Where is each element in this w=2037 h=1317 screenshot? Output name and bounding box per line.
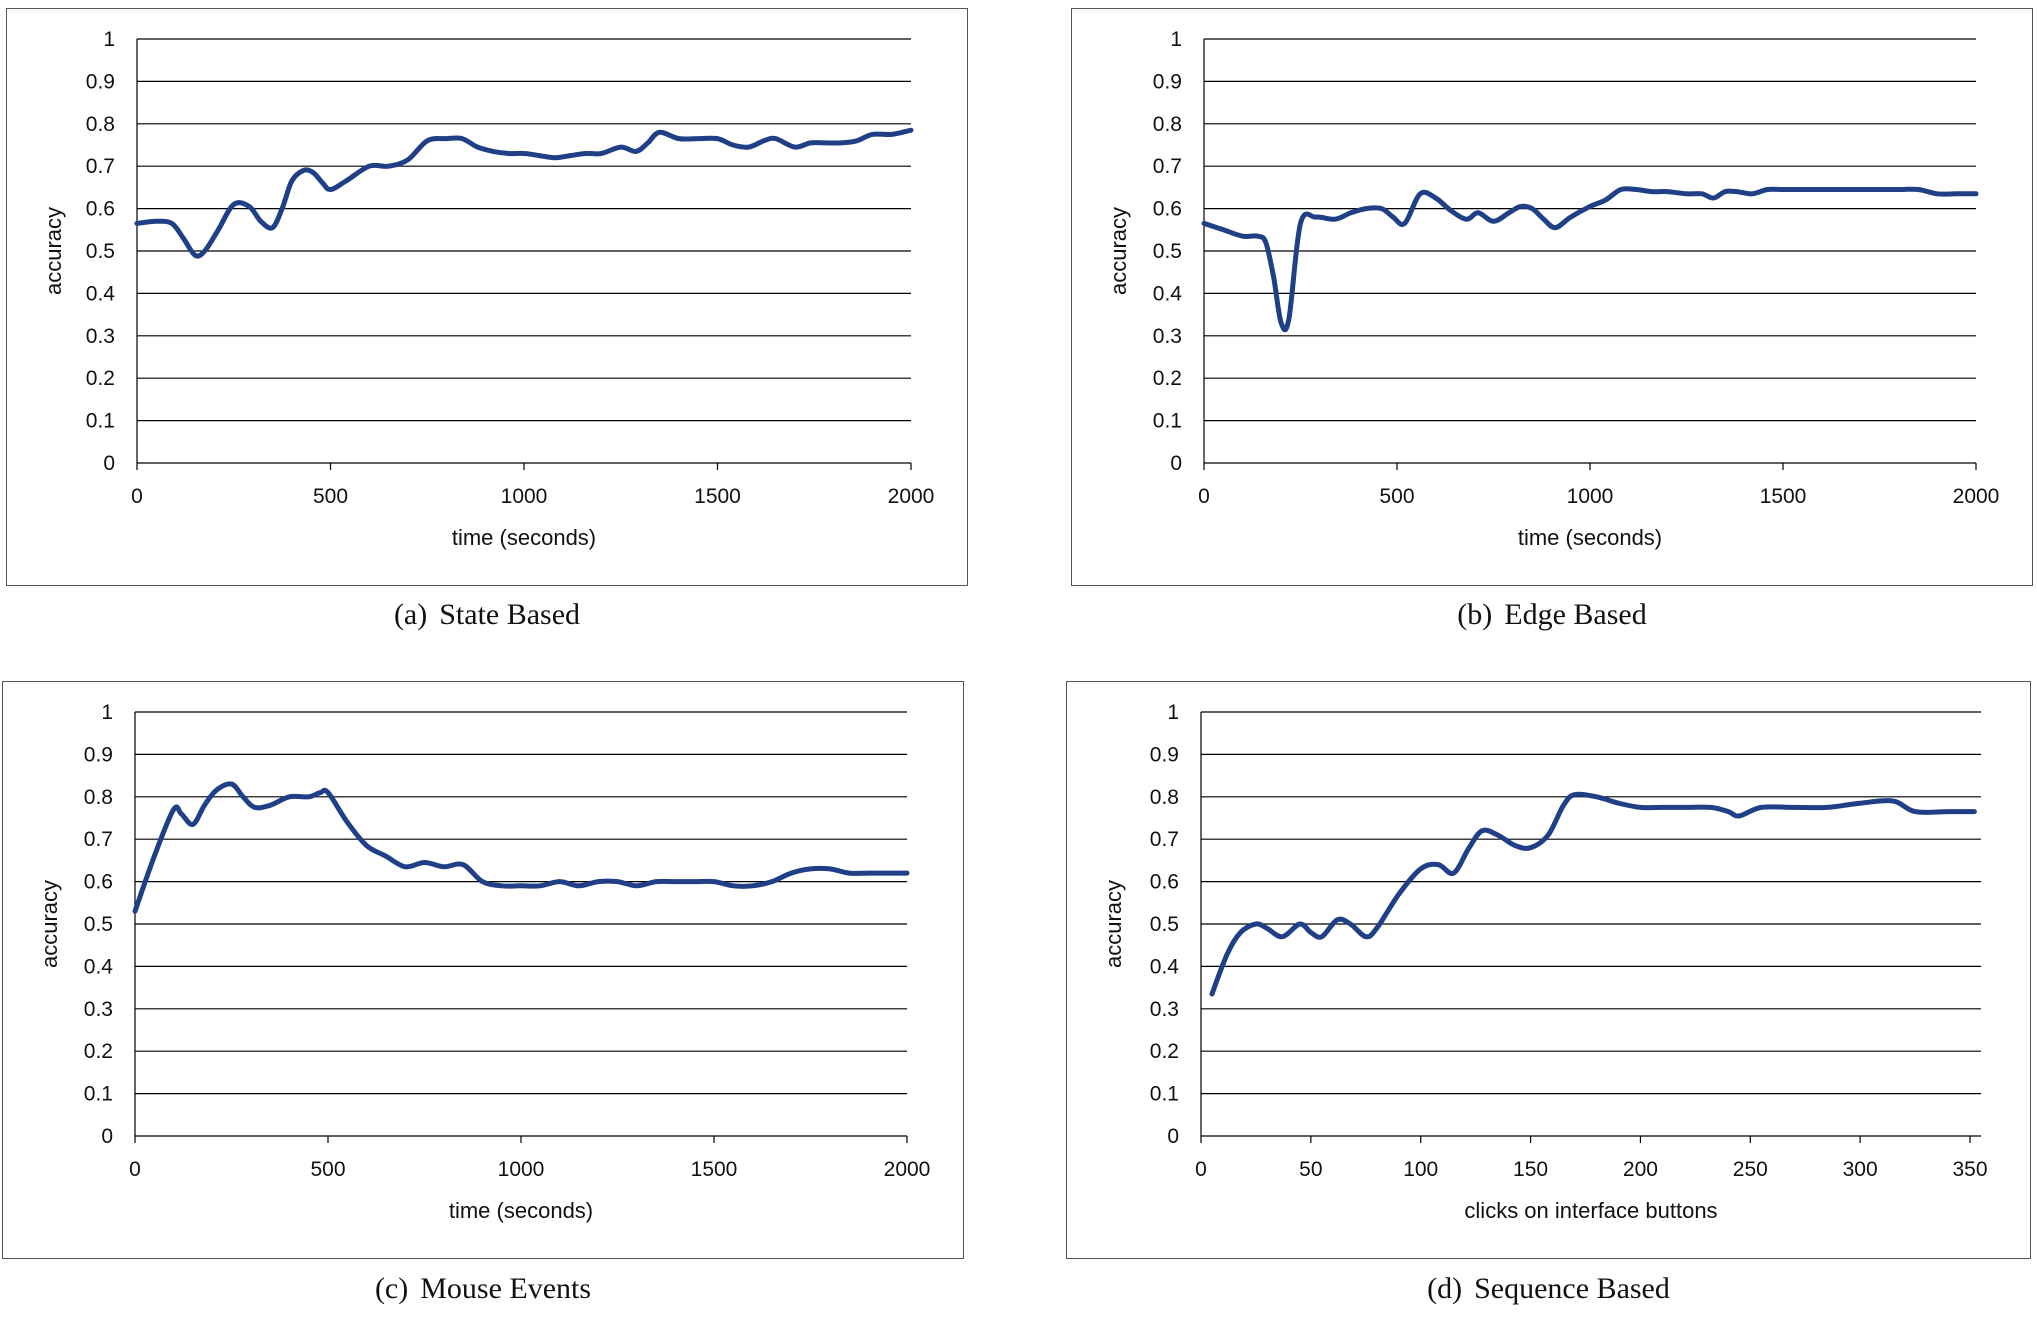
y-tick-label: 0.7	[84, 828, 113, 851]
y-tick-label: 0.2	[1150, 1040, 1179, 1063]
x-tick-label: 2000	[888, 485, 935, 508]
y-tick-label: 0.2	[84, 1040, 113, 1063]
y-tick-label: 0.2	[1153, 367, 1182, 390]
x-tick-label: 1000	[1567, 485, 1614, 508]
y-tick-label: 0.4	[86, 282, 116, 305]
x-tick-label: 150	[1513, 1158, 1548, 1181]
x-tick-label: 1000	[501, 485, 548, 508]
series-line	[1201, 186, 1979, 333]
x-tick-label: 1500	[1760, 485, 1807, 508]
chart-svg-a: 0 0.1 0.2 0.3 0.4 0.5 0.6 0.7 0.8 0.9 1 0 500 1000 150…	[41, 28, 935, 550]
series-line	[1209, 791, 1977, 997]
y-tick-label: 0.7	[1150, 828, 1179, 851]
y-tick-label: 1	[101, 701, 113, 724]
y-tick-label: 0.8	[86, 113, 115, 136]
x-tick-label: 350	[1952, 1158, 1987, 1181]
caption-text-c: Mouse Events	[420, 1272, 592, 1305]
caption-c: (c) Mouse Events	[2, 1272, 964, 1306]
y-tick-label: 0	[1170, 452, 1182, 475]
y-axis-label: accuracy	[1106, 207, 1131, 295]
x-tick-label: 500	[1379, 485, 1414, 508]
caption-text-a: State Based	[439, 598, 581, 631]
caption-tag-c: (c)	[374, 1272, 409, 1305]
caption-text-d: Sequence Based	[1474, 1272, 1670, 1305]
x-tick-label: 2000	[884, 1158, 931, 1181]
chart-svg-c: 0 0.1 0.2 0.3 0.4 0.5 0.6 0.7 0.8 0.9 1 0 500 1000 150…	[37, 701, 931, 1223]
x-tick-label: 1500	[694, 485, 741, 508]
y-tick-label: 0.2	[86, 367, 115, 390]
y-tick-label: 0.7	[1153, 155, 1182, 178]
x-axis-label: time (seconds)	[452, 525, 596, 550]
y-tick-label: 0.8	[1153, 113, 1182, 136]
y-axis-label: accuracy	[37, 880, 62, 968]
y-tick-label: 0.5	[1153, 240, 1182, 263]
x-tick-label: 0	[131, 485, 143, 508]
y-tick-label: 0.1	[1150, 1083, 1179, 1106]
chart-panel-d: 0 0.1 0.2 0.3 0.4 0.5 0.6 0.7 0.8 0.9 1 0 50 100 150 20…	[1066, 681, 2031, 1259]
x-tick-label: 100	[1403, 1158, 1438, 1181]
x-tick-label: 200	[1623, 1158, 1658, 1181]
x-axis-label: time (seconds)	[449, 1198, 593, 1223]
x-tick-label: 2000	[1953, 485, 2000, 508]
y-tick-label: 0.6	[84, 871, 113, 894]
x-tick-label: 50	[1299, 1158, 1322, 1181]
y-tick-label: 1	[103, 28, 115, 51]
y-tick-label: 0	[1167, 1125, 1179, 1148]
chart-svg-b: 0 0.1 0.2 0.3 0.4 0.5 0.6 0.7 0.8 0.9 1 0 500 1000 150…	[1106, 28, 2000, 550]
y-tick-label: 0	[103, 452, 115, 475]
y-tick-label: 0.6	[86, 198, 115, 221]
y-tick-label: 0.8	[1150, 786, 1179, 809]
y-tick-label: 0.3	[86, 325, 115, 348]
series-line	[132, 781, 910, 914]
y-tick-label: 0.4	[1153, 282, 1183, 305]
y-tick-label: 1	[1167, 701, 1179, 724]
y-tick-label: 0.1	[86, 410, 115, 433]
x-tick-label: 1000	[498, 1158, 545, 1181]
chart-panel-c: 0 0.1 0.2 0.3 0.4 0.5 0.6 0.7 0.8 0.9 1 0 500 1000 150…	[2, 681, 964, 1259]
y-axis-label: accuracy	[1101, 880, 1126, 968]
y-tick-label: 0.3	[84, 998, 113, 1021]
y-tick-label: 0.1	[84, 1083, 113, 1106]
caption-a: (a) State Based	[6, 598, 968, 632]
y-tick-label: 0.9	[1153, 70, 1182, 93]
caption-text-b: Edge Based	[1504, 598, 1647, 631]
y-tick-label: 0	[101, 1125, 113, 1148]
y-tick-label: 0.4	[1150, 955, 1180, 978]
y-tick-label: 0.6	[1150, 871, 1179, 894]
x-tick-label: 500	[310, 1158, 345, 1181]
caption-tag-d: (d)	[1427, 1272, 1463, 1305]
x-tick-label: 250	[1733, 1158, 1768, 1181]
x-axis-label: clicks on interface buttons	[1464, 1198, 1717, 1223]
chart-svg-d: 0 0.1 0.2 0.3 0.4 0.5 0.6 0.7 0.8 0.9 1 0 50 100 150 20…	[1101, 701, 1988, 1223]
y-tick-label: 0.9	[1150, 743, 1179, 766]
y-tick-label: 0.7	[86, 155, 115, 178]
caption-tag-a: (a)	[393, 598, 428, 631]
y-tick-label: 0.6	[1153, 198, 1182, 221]
y-tick-label: 0.8	[84, 786, 113, 809]
y-tick-label: 0.1	[1153, 410, 1182, 433]
caption-d: (d) Sequence Based	[1066, 1272, 2031, 1306]
x-tick-label: 0	[1195, 1158, 1207, 1181]
y-tick-label: 0.5	[1150, 913, 1179, 936]
y-tick-label: 0.4	[84, 955, 114, 978]
x-tick-label: 300	[1843, 1158, 1878, 1181]
caption-tag-b: (b)	[1457, 598, 1493, 631]
y-tick-label: 0.5	[86, 240, 115, 263]
series-line	[134, 127, 914, 259]
x-tick-label: 500	[313, 485, 348, 508]
y-tick-label: 1	[1170, 28, 1182, 51]
x-tick-label: 1500	[691, 1158, 738, 1181]
y-tick-label: 0.9	[84, 743, 113, 766]
x-axis-label: time (seconds)	[1518, 525, 1662, 550]
chart-panel-b: 0 0.1 0.2 0.3 0.4 0.5 0.6 0.7 0.8 0.9 1 0 500 1000 150…	[1071, 8, 2033, 586]
y-tick-label: 0.3	[1150, 998, 1179, 1021]
chart-panel-a: 0 0.1 0.2 0.3 0.4 0.5 0.6 0.7 0.8 0.9 1 0 500 1000 150…	[6, 8, 968, 586]
y-tick-label: 0.5	[84, 913, 113, 936]
y-tick-label: 0.3	[1153, 325, 1182, 348]
caption-b: (b) Edge Based	[1071, 598, 2033, 632]
x-tick-label: 0	[129, 1158, 141, 1181]
y-tick-label: 0.9	[86, 70, 115, 93]
x-tick-label: 0	[1198, 485, 1210, 508]
y-axis-label: accuracy	[41, 207, 66, 295]
